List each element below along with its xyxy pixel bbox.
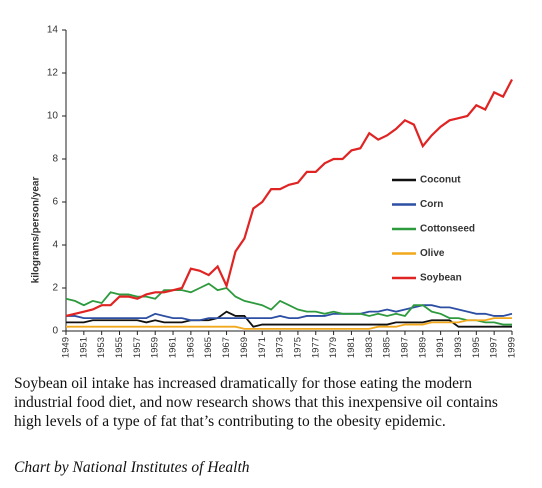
x-tick-label: 1985 <box>382 337 393 358</box>
x-tick-label: 1973 <box>275 337 286 358</box>
x-tick-label: 1997 <box>489 337 500 358</box>
legend-label: Olive <box>420 248 445 259</box>
y-tick-label: 2 <box>52 283 58 294</box>
x-tick-label: 1965 <box>203 337 214 358</box>
x-tick-label: 1993 <box>453 337 464 358</box>
x-tick-label: 1951 <box>78 337 89 358</box>
x-tick-label: 1989 <box>417 337 428 358</box>
chart: kilograms/person/year 0 2 4 6 8 10 12 14 1949 195… <box>31 25 518 359</box>
series-line <box>66 317 512 330</box>
legend-label: Soybean <box>420 273 462 284</box>
series-line <box>65 78 513 318</box>
series-line <box>66 304 513 322</box>
y-tick-label: 4 <box>52 240 58 251</box>
y-tick-label: 10 <box>47 111 59 122</box>
x-tick-label: 1975 <box>292 337 303 358</box>
x-tick-label: 1969 <box>239 337 250 358</box>
x-tick-label: 1979 <box>328 337 339 358</box>
y-tick-label: 0 <box>52 326 58 337</box>
x-tick-label: 1983 <box>364 337 375 358</box>
x-tick-label: 1963 <box>185 337 196 358</box>
x-tick-label: 1981 <box>346 337 357 358</box>
x-tick-label: 1959 <box>150 337 161 358</box>
x-tick-label: 1967 <box>221 337 232 358</box>
legend-label: Corn <box>420 199 443 210</box>
y-tick-label: 14 <box>47 25 59 36</box>
x-tick-label: 1995 <box>471 337 482 358</box>
series-line <box>66 310 512 328</box>
y-axis-label: kilograms/person/year <box>31 177 42 284</box>
legend-label: Cottonseed <box>420 224 475 235</box>
x-tick-label: 1977 <box>310 337 321 358</box>
x-tick-label: 1953 <box>96 337 107 358</box>
x-tick-label: 1987 <box>399 337 410 358</box>
credit: Chart by National Institutes of Health <box>14 459 250 476</box>
x-tick-label: 1999 <box>507 337 518 358</box>
x-tick-label: 1949 <box>61 337 72 358</box>
y-tick-label: 6 <box>52 197 58 208</box>
x-tick-label: 1955 <box>114 337 125 358</box>
legend-label: Coconut <box>420 175 461 186</box>
y-tick-label: 8 <box>52 154 58 165</box>
caption: Soybean oil intake has increased dramati… <box>14 375 498 430</box>
x-tick-label: 1961 <box>168 337 179 358</box>
y-tick-label: 12 <box>47 68 59 79</box>
x-tick-label: 1971 <box>257 337 268 358</box>
x-tick-label: 1991 <box>435 337 446 358</box>
x-tick-label: 1957 <box>132 337 143 358</box>
